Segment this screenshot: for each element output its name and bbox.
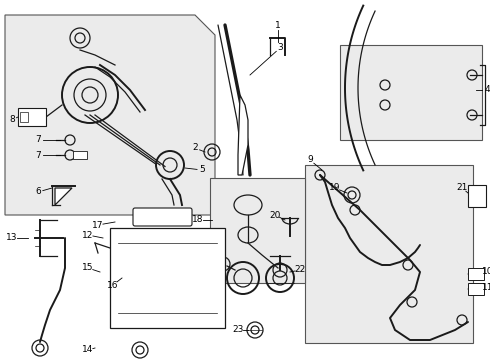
Polygon shape [5, 15, 215, 215]
Bar [110, 228, 225, 328]
Bar [18, 108, 46, 126]
Text: 14: 14 [82, 346, 94, 355]
Text: 10: 10 [482, 267, 490, 276]
Text: 7: 7 [35, 135, 41, 144]
Bar [468, 268, 484, 280]
Bar [340, 45, 482, 140]
FancyBboxPatch shape [133, 208, 192, 226]
Bar [210, 178, 305, 283]
Text: 7: 7 [35, 150, 41, 159]
Text: 2: 2 [192, 144, 198, 153]
Bar [73, 151, 87, 159]
Text: 1: 1 [275, 21, 281, 30]
Polygon shape [238, 95, 248, 175]
Bar [305, 165, 473, 343]
Bar [468, 185, 486, 207]
Bar [20, 112, 28, 122]
Text: 18: 18 [192, 216, 204, 225]
Text: 9: 9 [307, 156, 313, 165]
Text: 12: 12 [82, 230, 94, 239]
Text: 23: 23 [232, 325, 244, 334]
Text: 22: 22 [294, 266, 306, 274]
Text: 16: 16 [107, 280, 119, 289]
Polygon shape [55, 188, 72, 205]
Text: 4: 4 [484, 85, 490, 94]
Text: 19: 19 [329, 184, 341, 193]
Text: 13: 13 [6, 234, 18, 243]
Text: 8: 8 [9, 116, 15, 125]
Text: 5: 5 [199, 166, 205, 175]
Text: 3: 3 [277, 44, 283, 53]
Text: 6: 6 [35, 188, 41, 197]
Text: 17: 17 [92, 220, 104, 230]
Bar [468, 283, 484, 295]
Text: 21: 21 [456, 184, 467, 193]
Text: 20: 20 [270, 211, 281, 220]
Text: 11: 11 [482, 283, 490, 292]
Text: 15: 15 [82, 264, 94, 273]
